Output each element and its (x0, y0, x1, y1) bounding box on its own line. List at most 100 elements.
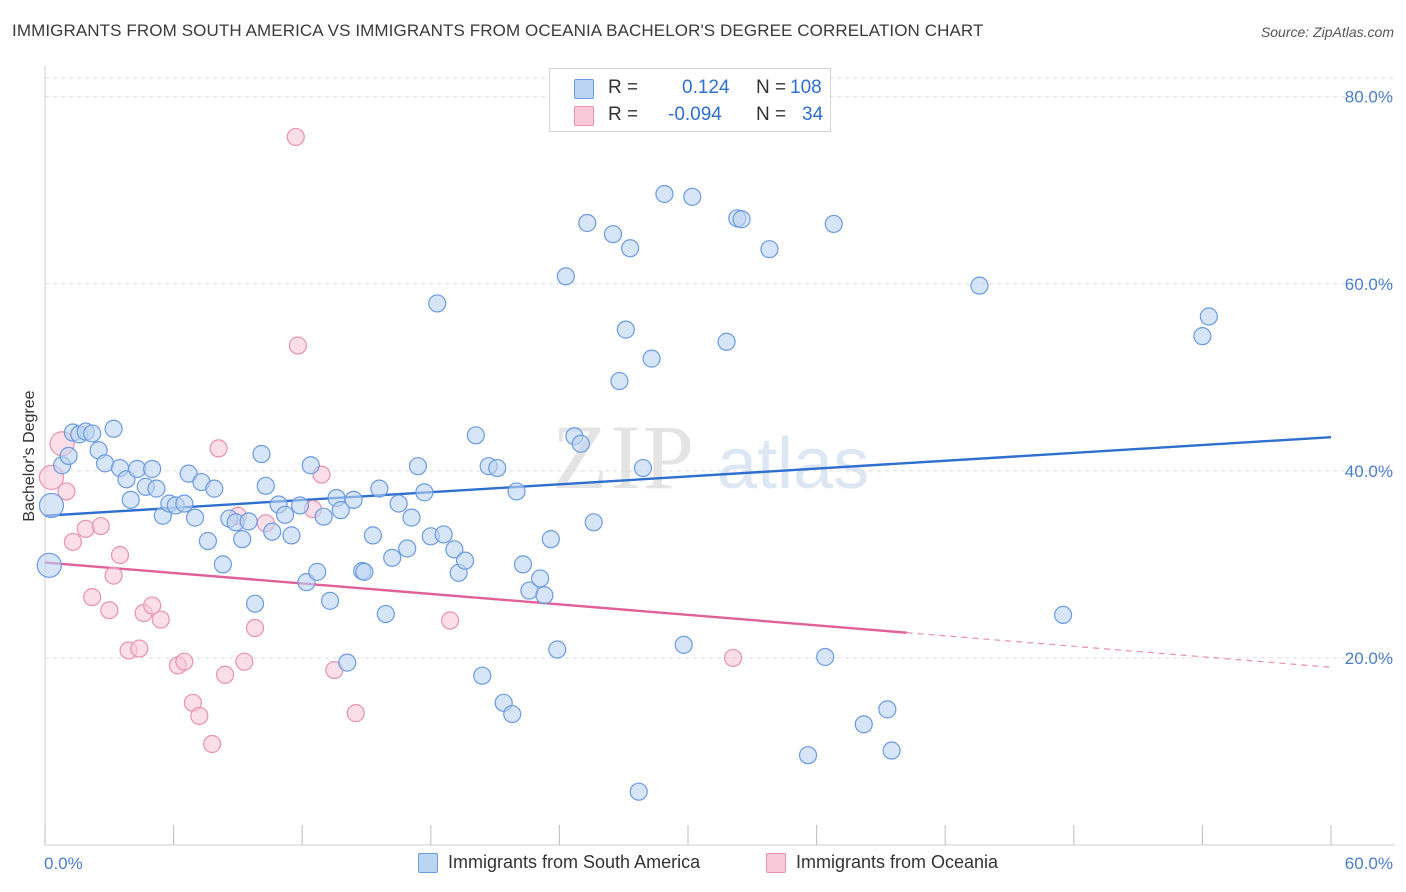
south-america-point (732, 210, 751, 229)
south-america-point (760, 240, 779, 259)
correlation-legend: R = 0.124 N = 108 R = -0.094 N = 34 (549, 68, 831, 132)
south-america-point (282, 526, 301, 545)
legend-swatch-south-america (574, 79, 594, 99)
south-america-point (104, 419, 123, 438)
south-america-point (1193, 327, 1212, 346)
south-america-point (1199, 307, 1218, 326)
series-south-america-points (36, 184, 1218, 801)
south-america-point (434, 525, 453, 544)
south-america-point (541, 530, 560, 549)
watermark-atlas: atlas (717, 424, 869, 504)
south-america-point (83, 424, 102, 443)
oceania-point (143, 596, 162, 615)
oceania-point (235, 652, 254, 671)
south-america-point (415, 483, 434, 502)
south-america-point (488, 458, 507, 478)
oceania-point (63, 532, 82, 552)
oceania-point (190, 706, 209, 726)
chart-source: Source: ZipAtlas.com (1260, 24, 1394, 40)
south-america-point (408, 457, 428, 476)
bottom-legend-label-south-america: Immigrants from South America (448, 852, 701, 872)
south-america-point (213, 555, 232, 574)
south-america-point (603, 225, 623, 244)
south-america-point (355, 562, 374, 581)
legend-n-value-south-america: 108 (790, 77, 822, 98)
oceania-point (175, 652, 194, 671)
y-tick-label: 20.0% (1345, 649, 1393, 668)
legend-n-value-oceania: 34 (802, 104, 824, 125)
south-america-point (642, 349, 661, 368)
south-america-point (621, 239, 640, 258)
bottom-legend-label-oceania: Immigrants from Oceania (796, 852, 999, 872)
y-tick-label: 80.0% (1345, 88, 1393, 107)
south-america-point (507, 482, 526, 501)
trend-line-south-america (44, 435, 1332, 517)
legend-swatch-oceania (574, 106, 594, 126)
series-oceania-points (38, 127, 743, 754)
south-america-point (616, 320, 635, 339)
south-america-point (854, 715, 873, 734)
oceania-point (203, 734, 222, 754)
south-america-point (256, 476, 275, 495)
south-america-point (263, 522, 282, 541)
south-america-point (320, 591, 340, 610)
south-america-point (331, 501, 350, 520)
y-axis-label: Bachelor's Degree (21, 390, 38, 521)
south-america-point (301, 456, 320, 475)
south-america-point (376, 604, 395, 624)
south-america-point (198, 531, 217, 551)
oceania-point (91, 516, 110, 536)
oceania-point (100, 601, 119, 620)
trend-lines (44, 435, 1332, 668)
south-america-point (363, 526, 383, 545)
legend-n-label: N = (756, 104, 787, 125)
south-america-point (290, 496, 310, 515)
south-america-point (556, 267, 575, 286)
south-america-point (389, 494, 408, 513)
oceania-point (57, 482, 76, 501)
oceania-point (723, 648, 743, 668)
south-america-point (308, 562, 327, 581)
axis-labels: 20.0% 40.0% 60.0% 80.0% 0.0% 60.0% Bachelor's … (21, 88, 1393, 873)
south-america-point (824, 214, 843, 234)
oceania-point (76, 519, 95, 538)
south-america-point (503, 704, 522, 724)
legend-n-label: N = (756, 77, 787, 98)
south-america-point (38, 492, 65, 519)
legend-r-label: R = (608, 104, 639, 125)
south-america-point (655, 184, 674, 204)
south-america-point (513, 555, 533, 574)
oceania-point (286, 127, 305, 147)
south-america-point (535, 586, 554, 605)
oceania-point (346, 704, 365, 723)
south-america-point (428, 294, 447, 313)
watermark-zip: ZIP (552, 406, 696, 508)
south-america-point (245, 594, 265, 613)
south-america-point (233, 530, 252, 549)
trend-line-oceania (44, 561, 907, 634)
south-america-point (275, 505, 295, 524)
south-america-point (185, 508, 205, 527)
y-tick-label: 60.0% (1345, 275, 1393, 294)
legend-r-label: R = (608, 77, 639, 98)
oceania-point (288, 336, 308, 355)
south-america-point (584, 513, 603, 532)
south-america-point (674, 635, 693, 654)
south-america-point (344, 490, 363, 509)
south-america-point (36, 552, 62, 578)
south-america-point (175, 494, 194, 513)
south-america-point (239, 512, 258, 531)
south-america-point (445, 540, 464, 559)
south-america-point (717, 332, 736, 351)
oceania-point (110, 545, 130, 565)
south-america-point (205, 479, 224, 498)
south-america-point (338, 653, 357, 672)
oceania-point (440, 611, 460, 630)
south-america-point (147, 479, 166, 498)
axes (44, 66, 1395, 846)
south-america-point (402, 508, 421, 527)
bottom-legend-swatch-oceania (766, 853, 786, 873)
south-america-point (816, 647, 835, 667)
south-america-point (143, 459, 162, 479)
south-america-point (531, 569, 550, 588)
